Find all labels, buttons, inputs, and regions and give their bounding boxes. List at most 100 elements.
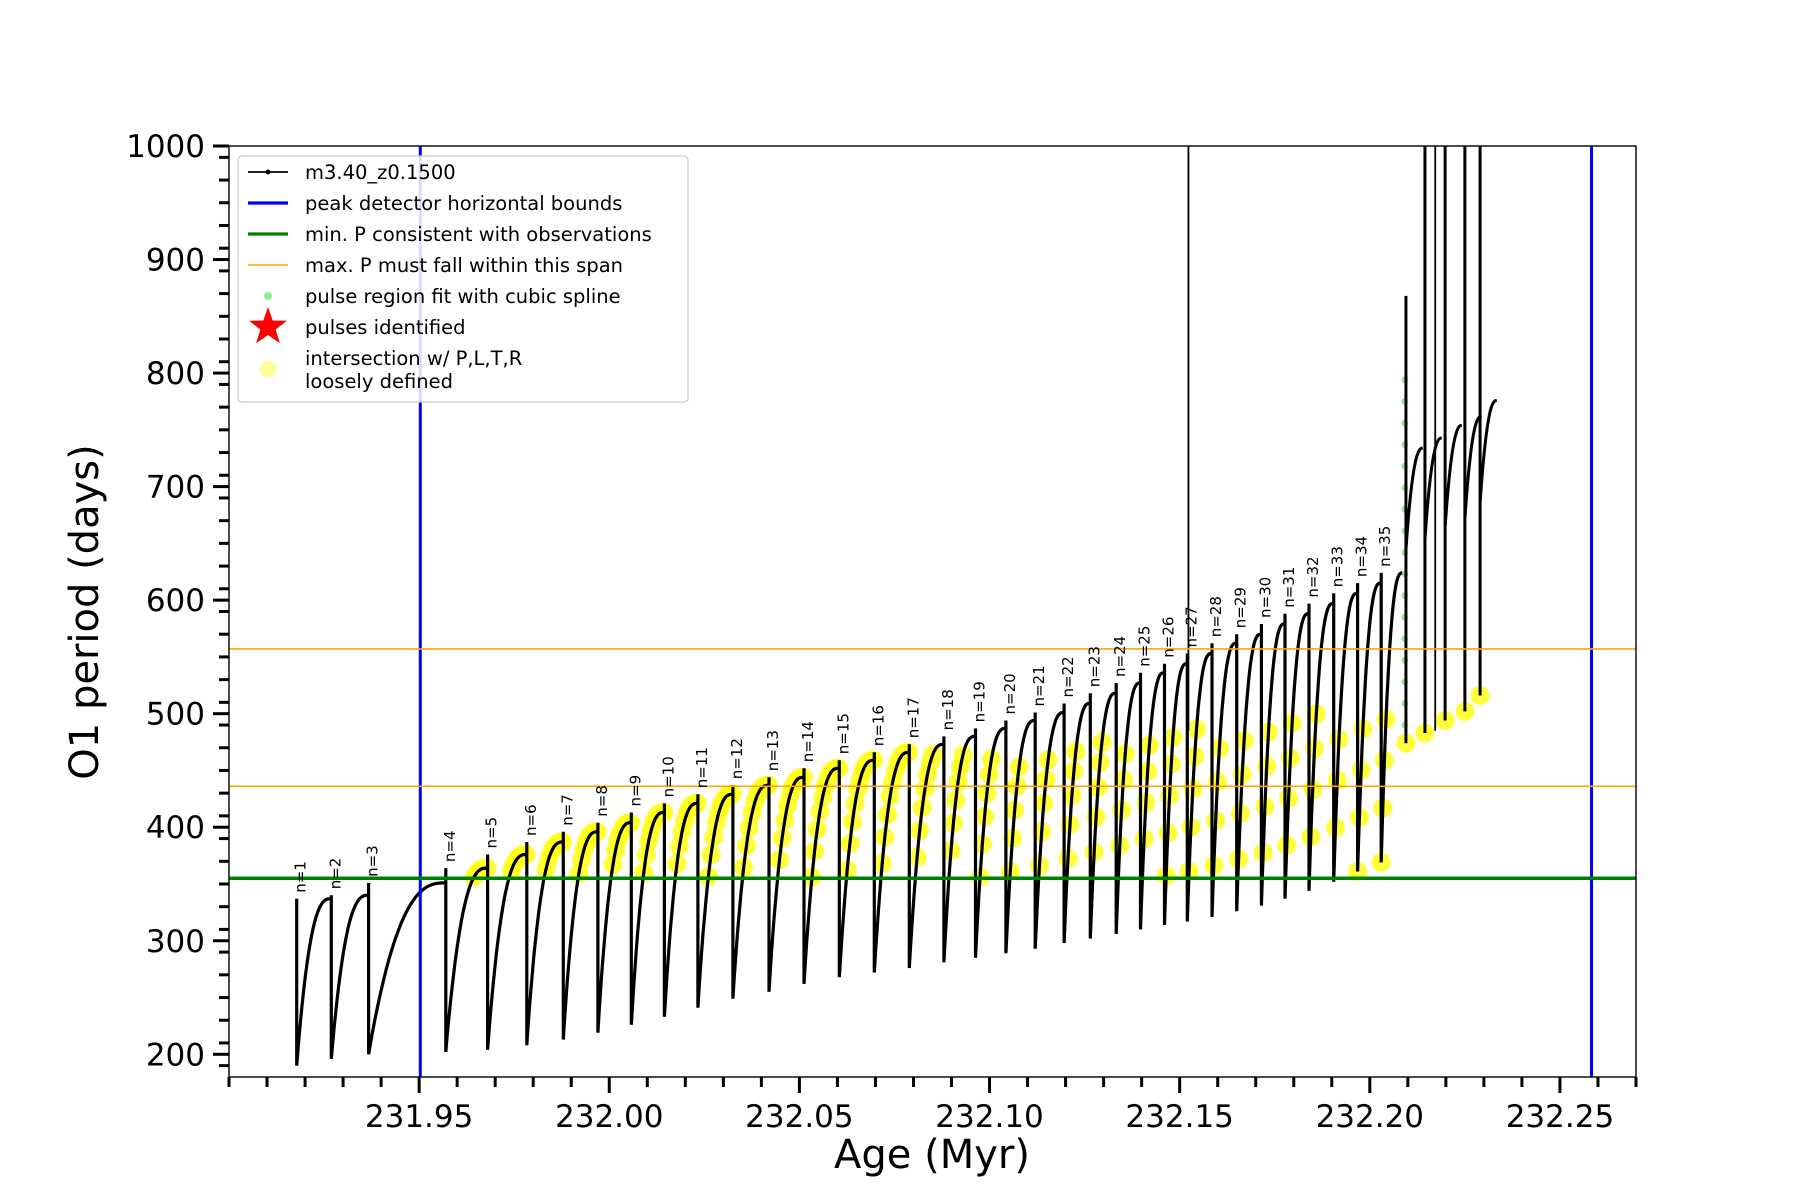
track-pulse-31 [1283,612,1309,899]
legend-handle-circle [259,360,277,378]
pulse-label-n17: n=17 [904,697,922,738]
pulse-label-n5: n=5 [483,817,501,849]
track-pulse-22 [1062,701,1090,944]
track-pulse-34 [1356,581,1381,872]
x-axis-title: Age (Myr) [834,1132,1030,1178]
track-pulse-7 [561,830,598,1040]
pulse-label-n3: n=3 [364,845,382,877]
pulse-label-n18: n=18 [939,689,957,730]
track-pulse-23 [1088,691,1116,939]
track-pulse-18 [942,734,975,963]
track-pulse-12 [731,783,769,999]
legend-label: max. P must fall within this span [305,254,623,277]
pulse-label-n16: n=16 [869,705,887,746]
track-pulse-3 [367,881,445,1055]
pulse-label-n12: n=12 [728,738,746,779]
pulse-label-n32: n=32 [1304,556,1322,597]
legend-label-line2: loosely defined [305,370,453,393]
star-icon [249,307,287,344]
pulse-label-n9: n=9 [626,775,644,807]
track-pulse-29 [1235,632,1261,912]
track-pulse-24 [1114,681,1140,934]
pulse-label-n24: n=24 [1111,636,1129,677]
y-tick-label: 900 [146,243,205,279]
pulse-label-n7: n=7 [558,794,576,826]
legend-box [237,155,689,403]
legend-label: peak detector horizontal bounds [305,192,622,215]
pulse-label-n26: n=26 [1160,617,1178,658]
x-tick-label: 232.20 [1316,1099,1424,1135]
pulse-label-n31: n=31 [1280,567,1298,608]
pulse-label-n2: n=2 [326,858,344,890]
y-tick-label: 500 [146,697,205,733]
y-tick-label: 200 [146,1037,205,1073]
legend-label: min. P consistent with observations [305,223,652,246]
pulse-label-n19: n=19 [971,681,989,722]
legend-label: m3.40_z0.1500 [305,161,456,184]
track-pulse-13 [767,775,804,992]
pulse-label-n14: n=14 [799,721,817,762]
track-pulse-10 [662,801,698,1017]
track-pulse-19 [973,726,1006,958]
track-pulse-26 [1162,662,1187,925]
pulse-label-n8: n=8 [593,785,611,817]
x-tick-label: 232.25 [1506,1099,1614,1135]
x-tick-label: 232.10 [935,1099,1043,1135]
y-axis-title: O1 period (days) [62,444,108,779]
track-pulse-33 [1332,591,1358,882]
pulse-label-n34: n=34 [1353,536,1371,577]
track-pulse-28 [1210,641,1236,917]
y-tick-label: 700 [146,470,205,506]
track-pulse-9 [629,810,664,1025]
x-tick-label: 231.95 [365,1099,473,1135]
x-tick-label: 232.00 [555,1099,663,1135]
pulse-label-n22: n=22 [1059,656,1077,697]
legend-label: pulse region fit with cubic spline [305,285,621,308]
late-track-segment [1423,436,1443,541]
y-tick-label: 800 [146,356,205,392]
track-pulse-1 [295,897,331,1066]
legend-handle-dot [264,292,272,300]
y-tick-label: 1000 [126,129,205,165]
pulse-label-n25: n=25 [1136,626,1154,667]
pulse-label-n13: n=13 [764,730,782,771]
track-pulse-15 [837,758,874,978]
x-tick-label: 232.15 [1125,1099,1233,1135]
pulse-label-n29: n=29 [1232,587,1250,628]
pulse-labels: n=1 n=2 n=3 n=4 n=5 n=6 n=7 n=8 n=9 n=10 n=11 n=12 n… [292,526,1394,893]
pulse-label-n27: n=27 [1182,606,1200,647]
legend-label: pulses identified [305,316,466,339]
pulse-label-n11: n=11 [693,747,711,788]
track-pulse-11 [696,792,733,1008]
track-pulse-32 [1307,602,1333,891]
x-tick-label: 232.05 [745,1099,853,1135]
pulse-label-n23: n=23 [1085,646,1103,687]
track-pulse-21 [1033,710,1064,949]
pulse-label-n33: n=33 [1329,546,1347,587]
pulse-label-n10: n=10 [659,756,677,797]
pulse-label-n30: n=30 [1256,577,1274,618]
pulse-label-n4: n=4 [441,830,459,862]
track-pulse-2 [329,893,368,1059]
pulse-label-n6: n=6 [522,804,540,836]
track-pulse-35 [1379,571,1403,863]
y-tick-label: 600 [146,583,205,619]
axes: 200 300 400 500 600 700 800 900 1000 231.95 232.00… [126,129,1638,1135]
pulse-label-n15: n=15 [834,713,852,754]
pulse-label-n21: n=21 [1030,665,1048,706]
track-pulse-30 [1259,622,1285,906]
pulse-label-n20: n=20 [1001,673,1019,714]
y-tick-label: 300 [146,924,205,960]
track-pulse-16 [872,750,909,973]
track-pulse-20 [1004,718,1035,954]
late-track-segment [1404,446,1424,551]
track-pulse-14 [802,766,839,984]
track-pulse-27 [1185,651,1212,922]
legend-marker-dot [265,169,271,175]
track-pulse-25 [1138,671,1164,930]
pulse-label-n1: n=1 [292,861,310,893]
model-track-series [295,146,1498,1066]
pulse-label-n35: n=35 [1376,526,1394,567]
